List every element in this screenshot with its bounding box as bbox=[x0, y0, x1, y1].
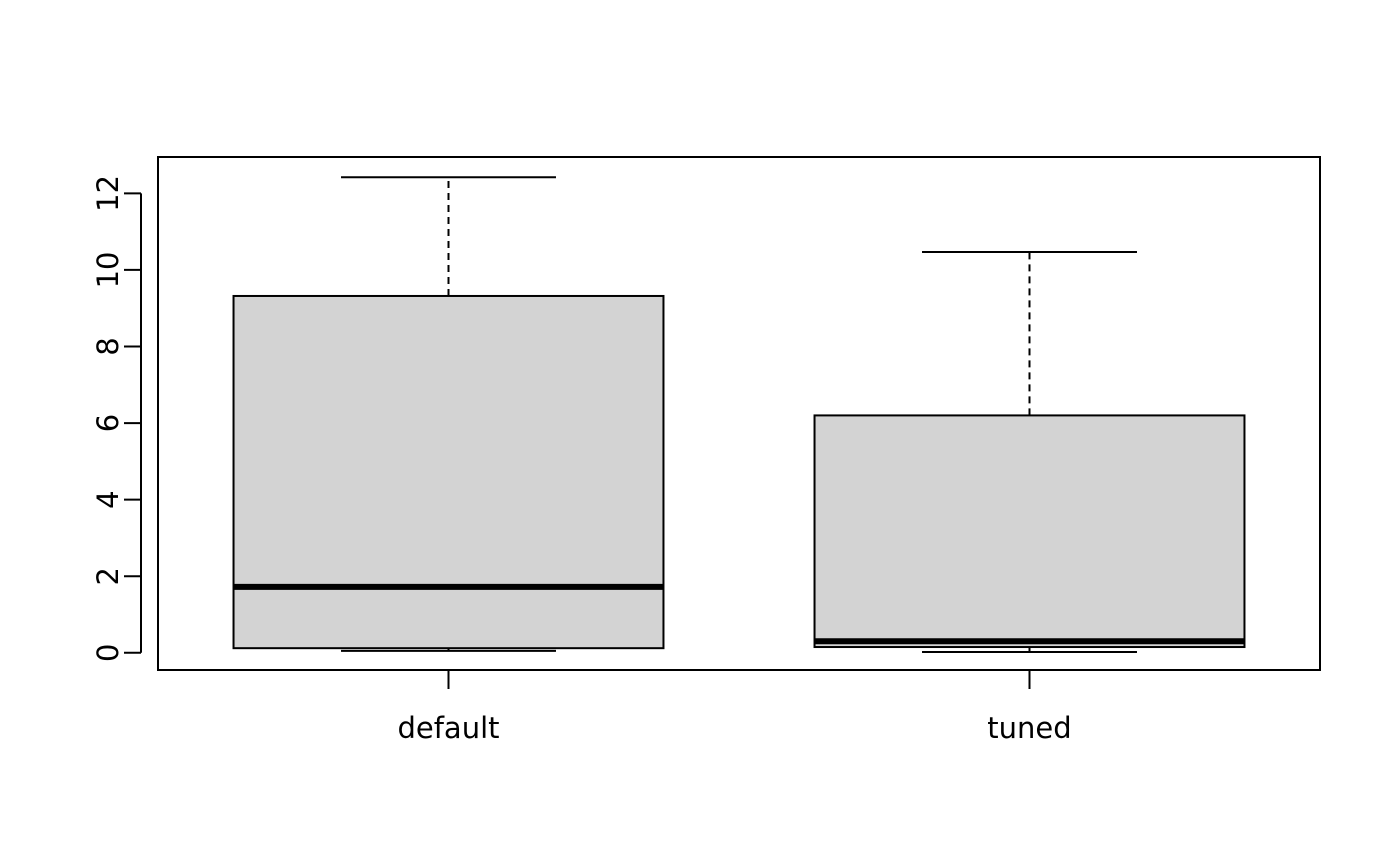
x-axis: default tuned bbox=[397, 670, 1072, 745]
y-tick-label: 4 bbox=[91, 490, 125, 508]
y-tick-label: 8 bbox=[91, 337, 125, 355]
y-tick-label: 6 bbox=[91, 414, 125, 432]
y-tick-label: 10 bbox=[91, 251, 125, 288]
box-tuned bbox=[813, 414, 1246, 649]
boxes-group bbox=[232, 176, 1246, 654]
x-tick-label: tuned bbox=[987, 711, 1071, 745]
plot-frame bbox=[157, 156, 1321, 671]
x-tick-label: default bbox=[397, 711, 499, 745]
y-tick-label: 12 bbox=[91, 175, 125, 212]
box-default bbox=[232, 294, 665, 650]
y-tick-label: 2 bbox=[91, 567, 125, 585]
y-tick-label: 0 bbox=[91, 644, 125, 662]
y-axis: 0 2 4 6 8 10 12 bbox=[91, 175, 142, 662]
